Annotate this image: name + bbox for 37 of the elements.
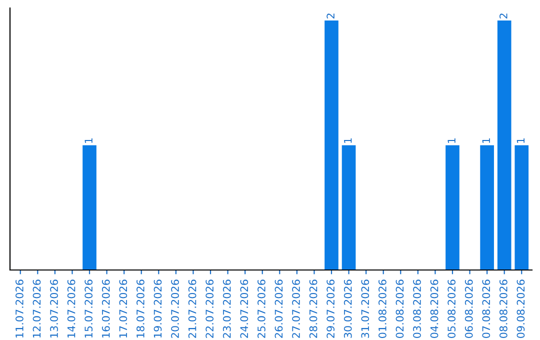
x-tick-label: 03.08.2026 bbox=[413, 280, 421, 338]
x-tick-label: 26.07.2026 bbox=[274, 280, 283, 338]
x-tick-label: 30.07.2026 bbox=[344, 280, 352, 338]
data-label: 1 bbox=[448, 138, 456, 143]
data-label: 1 bbox=[344, 138, 352, 143]
x-tick-label: 20.07.2026 bbox=[171, 280, 179, 338]
x-tick-label: 21.07.2026 bbox=[188, 280, 196, 338]
x-tick-label: 07.08.2026 bbox=[482, 280, 490, 338]
x-tick-label: 11.07.2026 bbox=[16, 280, 24, 338]
x-tick-label: 05.08.2026 bbox=[448, 280, 456, 338]
x-tick-label: 29.07.2026 bbox=[326, 280, 335, 338]
x-tick-label: 28.07.2026 bbox=[309, 280, 318, 338]
x-tick-label: 12.07.2026 bbox=[32, 280, 41, 338]
x-tick-label: 31.07.2026 bbox=[361, 280, 370, 338]
data-label: 1 bbox=[84, 138, 92, 143]
x-tick-label: 02.08.2026 bbox=[396, 280, 404, 338]
x-tick-label: 16.07.2026 bbox=[102, 280, 110, 338]
x-tick-label: 06.08.2026 bbox=[464, 280, 473, 338]
data-label: 2 bbox=[499, 14, 508, 18]
x-tick-label: 18.07.2026 bbox=[136, 280, 144, 338]
x-tick-label: 27.07.2026 bbox=[292, 280, 300, 338]
x-tick-label: 17.07.2026 bbox=[119, 280, 128, 338]
x-tick-label: 09.08.2026 bbox=[516, 280, 525, 338]
x-tick-label: 15.07.2026 bbox=[84, 280, 93, 338]
x-tick-label: 23.07.2026 bbox=[222, 280, 231, 338]
x-tick-label: 24.07.2026 bbox=[240, 280, 248, 338]
x-tick-label: 01.08.2026 bbox=[378, 280, 386, 338]
x-tick-label: 13.07.2026 bbox=[50, 280, 58, 338]
x-tick-label: 22.07.2026 bbox=[206, 280, 214, 338]
x-tick-label: 14.07.2026 bbox=[67, 280, 76, 338]
data-label: 2 bbox=[326, 14, 334, 18]
x-tick-label: 19.07.2026 bbox=[154, 280, 162, 338]
x-tick-label: 25.07.2026 bbox=[258, 280, 266, 338]
data-label: 1 bbox=[516, 138, 525, 143]
x-tick-label: 04.08.2026 bbox=[430, 280, 438, 338]
data-label: 1 bbox=[482, 138, 490, 143]
x-tick-label: 08.08.2026 bbox=[499, 280, 508, 338]
